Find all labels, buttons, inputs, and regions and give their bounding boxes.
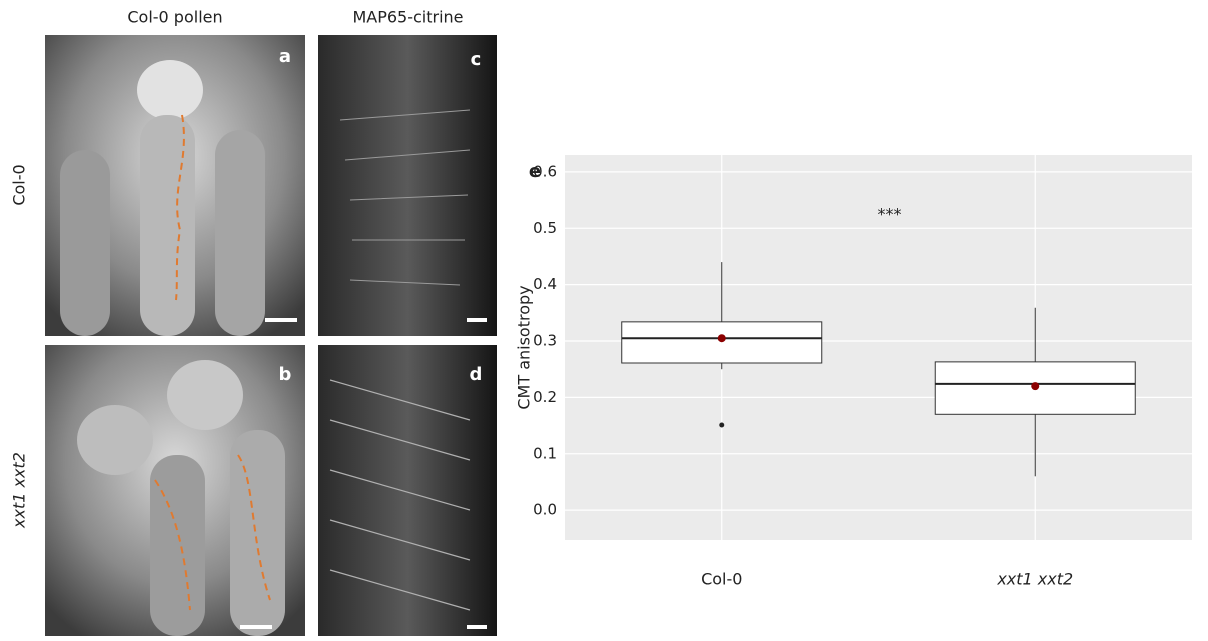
box	[621, 321, 823, 364]
x-tick-label: Col-0	[701, 570, 742, 589]
mean	[1031, 382, 1040, 391]
y-tick-label: 0.0	[533, 501, 557, 519]
y-tick-label: 0.1	[533, 444, 557, 462]
row-label: Col-0	[10, 164, 29, 205]
y-axis-label: CMT anisotropy	[515, 285, 534, 409]
panel-letter: d	[470, 364, 483, 385]
panel-letter: b	[279, 364, 292, 385]
panel-a: a	[45, 35, 305, 336]
y-tick-label: 0.5	[533, 219, 557, 237]
panel-letter: a	[279, 46, 291, 67]
mean	[717, 334, 726, 343]
y-tick-label: 0.4	[533, 275, 557, 293]
column-title: MAP65-citrine	[352, 8, 463, 27]
y-tick-label: 0.6	[533, 162, 557, 180]
column-title: Col-0 pollen	[127, 8, 222, 27]
outlier	[719, 422, 725, 428]
x-tick-label: xxt1 xxt2	[996, 570, 1073, 589]
panel-letter: e	[529, 161, 541, 182]
row-label: xxt1 xxt2	[10, 452, 29, 529]
annotation: ***	[878, 205, 902, 224]
panel-b: b	[45, 345, 305, 636]
panel-letter: c	[471, 49, 482, 70]
box-chart: 0.0 0.1 0.2 0.3 0.4 0.5 0.6 CMT anisotropy e *** C…	[515, 155, 1192, 589]
panel-c: c	[318, 35, 497, 336]
y-tick-label: 0.3	[533, 332, 557, 350]
y-tick-label: 0.2	[533, 388, 557, 406]
panel-d: d	[318, 345, 497, 636]
